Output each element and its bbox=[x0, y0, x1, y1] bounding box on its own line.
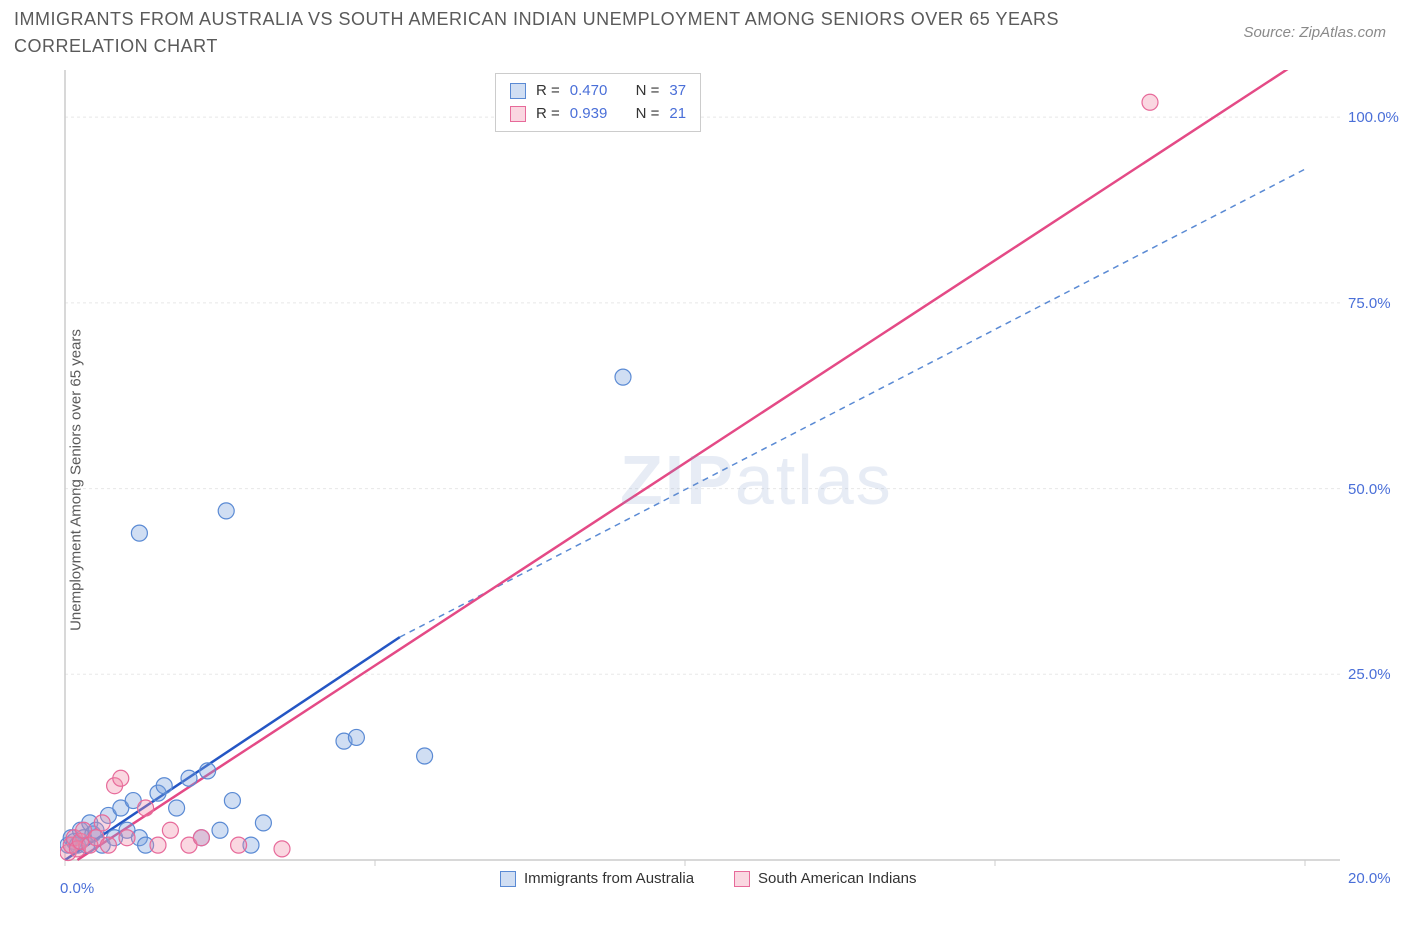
series-name: South American Indians bbox=[758, 870, 916, 887]
legend-swatch bbox=[510, 106, 526, 122]
legend-n-key: N = bbox=[636, 103, 660, 126]
legend-n-value: 21 bbox=[669, 103, 686, 126]
legend-r-key: R = bbox=[536, 103, 560, 126]
bottom-legend-item: Immigrants from Australia bbox=[500, 870, 694, 887]
legend-n-key: N = bbox=[636, 80, 660, 103]
y-tick-label: 50.0% bbox=[1348, 481, 1391, 498]
legend-r-key: R = bbox=[536, 80, 560, 103]
legend-swatch bbox=[510, 83, 526, 99]
chart-area: Unemployment Among Seniors over 65 years… bbox=[60, 70, 1340, 890]
legend-n-value: 37 bbox=[669, 80, 686, 103]
source-label: Source: ZipAtlas.com bbox=[1243, 24, 1386, 41]
scatter-plot bbox=[60, 70, 1340, 890]
legend-r-value: 0.939 bbox=[570, 103, 608, 126]
y-tick-label: 25.0% bbox=[1348, 666, 1391, 683]
y-tick-label: 75.0% bbox=[1348, 295, 1391, 312]
x-tick-label: 20.0% bbox=[1348, 870, 1391, 887]
legend-box: R = 0.470 N = 37 R = 0.939 N = 21 bbox=[495, 73, 701, 132]
x-tick-label: 0.0% bbox=[60, 880, 94, 897]
chart-title: IMMIGRANTS FROM AUSTRALIA VS SOUTH AMERI… bbox=[14, 6, 1134, 60]
series-name: Immigrants from Australia bbox=[524, 870, 694, 887]
y-tick-label: 100.0% bbox=[1348, 109, 1399, 126]
bottom-legend-item: South American Indians bbox=[734, 870, 916, 887]
bottom-legend: Immigrants from Australia South American… bbox=[500, 870, 916, 887]
legend-row: R = 0.470 N = 37 bbox=[510, 80, 686, 103]
legend-r-value: 0.470 bbox=[570, 80, 608, 103]
legend-row: R = 0.939 N = 21 bbox=[510, 103, 686, 126]
legend-swatch bbox=[500, 871, 516, 887]
legend-swatch bbox=[734, 871, 750, 887]
